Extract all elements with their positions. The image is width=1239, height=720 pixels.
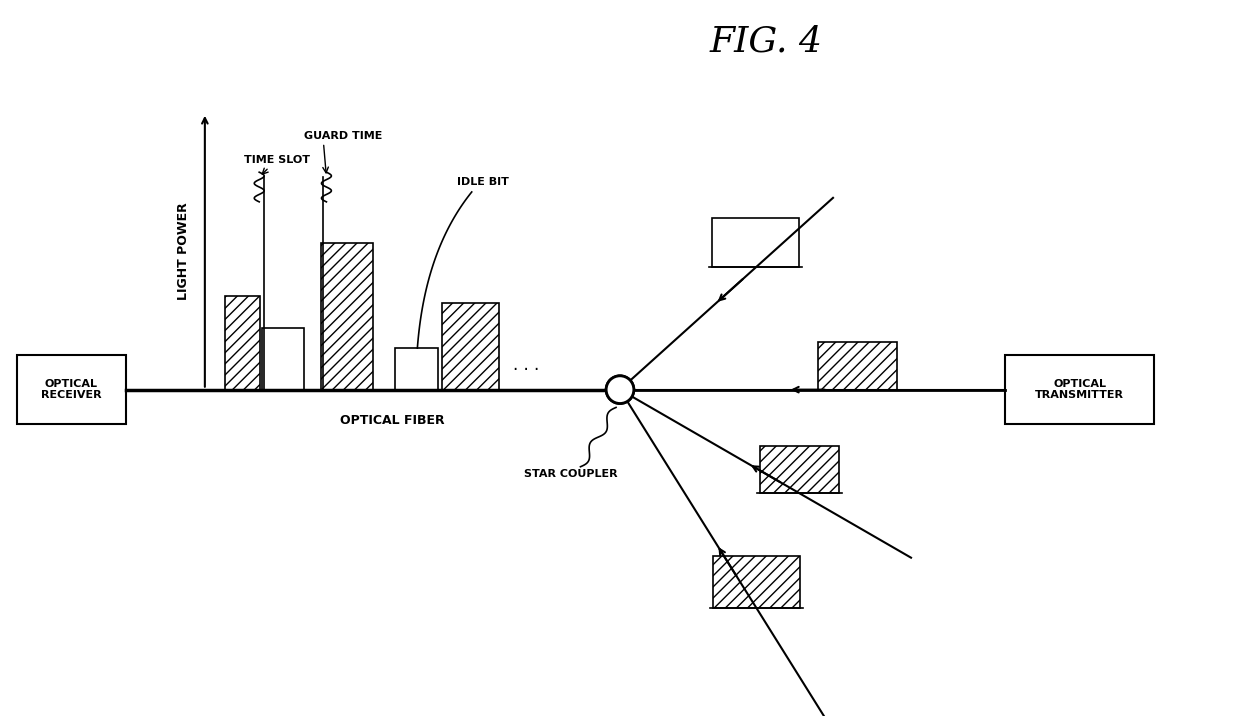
- Bar: [761, 446, 839, 493]
- Text: OPTICAL
RECEIVER: OPTICAL RECEIVER: [41, 379, 102, 400]
- Bar: [442, 302, 499, 390]
- Text: GUARD TIME: GUARD TIME: [304, 130, 382, 140]
- Text: TIME SLOT: TIME SLOT: [244, 156, 311, 166]
- Circle shape: [606, 376, 634, 403]
- Text: IDLE BIT: IDLE BIT: [457, 177, 509, 187]
- Text: LIGHT POWER: LIGHT POWER: [177, 202, 190, 300]
- Text: OPTICAL
TRANSMITTER: OPTICAL TRANSMITTER: [1035, 379, 1124, 400]
- Text: . . .: . . .: [513, 356, 539, 374]
- Bar: [712, 218, 799, 267]
- Bar: [712, 556, 799, 608]
- Circle shape: [606, 376, 634, 403]
- Bar: [321, 243, 373, 390]
- Text: FIG. 4: FIG. 4: [710, 24, 823, 59]
- Bar: [395, 348, 439, 390]
- Bar: [17, 355, 126, 424]
- Text: OPTICAL FIBER: OPTICAL FIBER: [341, 415, 445, 428]
- Bar: [263, 328, 304, 390]
- Bar: [224, 296, 260, 390]
- Text: STAR COUPLER: STAR COUPLER: [524, 469, 617, 479]
- Bar: [818, 342, 897, 390]
- Bar: [1006, 355, 1154, 424]
